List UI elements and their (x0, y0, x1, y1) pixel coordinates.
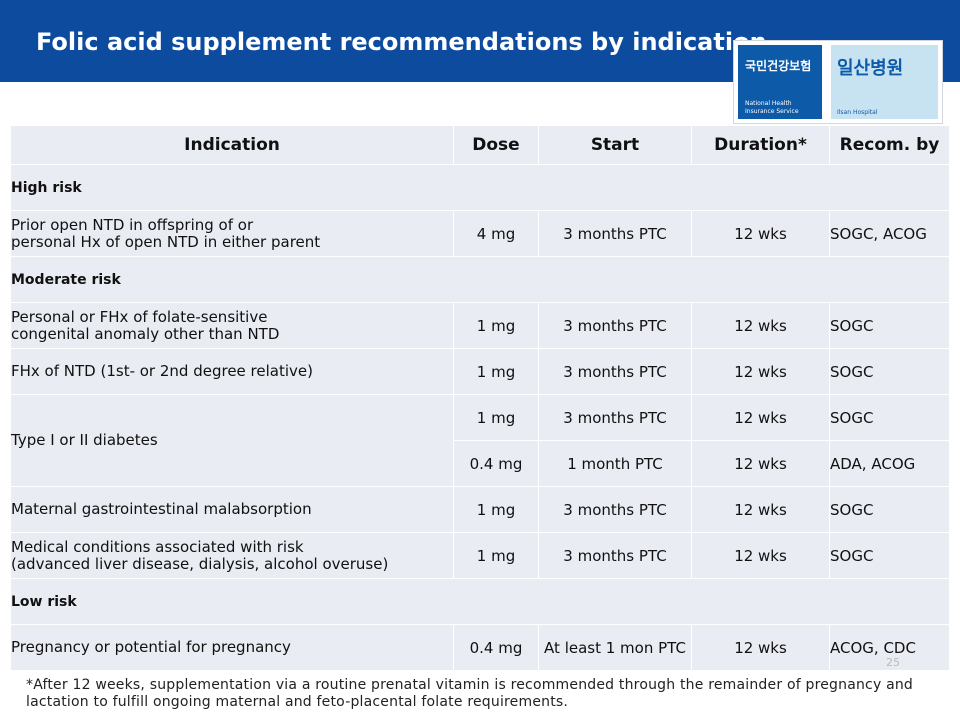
indication-cell: FHx of NTD (1st- or 2nd degree relative) (10, 348, 454, 395)
group-label: Low risk (10, 578, 950, 625)
table-row: 0.4 mg 1 month PTC 12 wks ADA, ACOG (11, 440, 950, 487)
header-indication: Indication (10, 125, 454, 165)
recom-cell: SOGC, ACOG (829, 210, 950, 257)
group-row-moderate-risk: Moderate risk (10, 256, 950, 303)
dose-cell: 4 mg (453, 210, 539, 257)
page-number: 25 (886, 656, 900, 669)
indication-cell: Personal or FHx of folate-sensitive cong… (10, 302, 454, 349)
duration-cell: 12 wks (691, 532, 830, 579)
duration-cell: 12 wks (691, 210, 830, 257)
group-label: High risk (10, 164, 950, 211)
dose-cell: 1 mg (453, 302, 539, 349)
table-row: FHx of NTD (1st- or 2nd degree relative)… (10, 348, 950, 395)
hospital-logo: 국민건강보험 National Health Insurance Service… (733, 40, 943, 124)
header-dose: Dose (453, 125, 539, 165)
group-row-high-risk: High risk (10, 164, 950, 211)
table-row: Pregnancy or potential for pregnancy 0.4… (10, 624, 950, 671)
recom-cell: SOGC (829, 532, 950, 579)
logo-left-english-2: Insurance Service (745, 108, 799, 115)
group-label: Moderate risk (10, 256, 950, 303)
indication-line: Prior open NTD in offspring of or (11, 215, 254, 234)
indication-line: Personal or FHx of folate-sensitive (11, 307, 268, 326)
logo-left-english: National Health Insurance Service (745, 100, 799, 116)
start-cell: 3 months PTC (538, 210, 692, 257)
logo-right-panel: 일산병원 Ilsan Hospital (831, 45, 938, 119)
duration-cell: 12 wks (691, 440, 830, 487)
recommendations-table: Indication Dose Start Duration* Recom. b… (10, 125, 950, 671)
duration-cell: 12 wks (691, 486, 830, 533)
duration-cell: 12 wks (691, 302, 830, 349)
table-row: Type I or II diabetes 1 mg 3 months PTC … (10, 394, 950, 487)
indication-cell: Pregnancy or potential for pregnancy (10, 624, 454, 671)
logo-right-korean: 일산병원 (837, 58, 904, 79)
start-cell: 3 months PTC (538, 302, 692, 349)
duration-cell: 12 wks (691, 394, 830, 441)
logo-left-english-1: National Health (745, 100, 792, 107)
indication-cell: Prior open NTD in offspring of or person… (10, 210, 454, 257)
recom-cell: SOGC (829, 348, 950, 395)
start-cell: 3 months PTC (538, 486, 692, 533)
group-row-low-risk: Low risk (10, 578, 950, 625)
header-recom: Recom. by (829, 125, 950, 165)
table-row: Personal or FHx of folate-sensitive cong… (10, 302, 950, 349)
start-cell: 1 month PTC (538, 440, 692, 487)
start-cell: 3 months PTC (538, 532, 692, 579)
indication-line: Medical conditions associated with risk (11, 537, 304, 556)
indication-line: personal Hx of open NTD in either parent (11, 232, 321, 251)
dose-cell: 0.4 mg (453, 440, 539, 487)
logo-left-panel: 국민건강보험 National Health Insurance Service (738, 45, 822, 119)
table-row: Maternal gastrointestinal malabsorption … (10, 486, 950, 533)
dose-cell: 1 mg (453, 348, 539, 395)
logo-left-korean: 국민건강보험 (745, 59, 812, 73)
indication-cell: Medical conditions associated with risk … (10, 532, 454, 579)
footnote: *After 12 weeks, supplementation via a r… (26, 677, 914, 710)
header-start: Start (538, 125, 692, 165)
table-row: Prior open NTD in offspring of or person… (10, 210, 950, 257)
table-row: Medical conditions associated with risk … (10, 532, 950, 579)
recom-cell: ADA, ACOG (829, 440, 950, 487)
dose-cell: 1 mg (453, 532, 539, 579)
duration-cell: 12 wks (691, 348, 830, 395)
header-duration: Duration* (691, 125, 830, 165)
start-cell: At least 1 mon PTC (538, 624, 692, 671)
indication-cell: Maternal gastrointestinal malabsorption (10, 486, 454, 533)
start-cell: 3 months PTC (538, 394, 692, 441)
indication-cell: Type I or II diabetes (10, 394, 454, 487)
duration-cell: 12 wks (691, 624, 830, 671)
slide-title: Folic acid supplement recommendations by… (36, 28, 767, 56)
dose-cell: 1 mg (453, 394, 539, 441)
logo-right-english: Ilsan Hospital (837, 109, 878, 116)
dose-cell: 0.4 mg (453, 624, 539, 671)
table-header-row: Indication Dose Start Duration* Recom. b… (10, 125, 950, 165)
recom-cell: SOGC (829, 486, 950, 533)
dose-cell: 1 mg (453, 486, 539, 533)
recom-cell: SOGC (829, 394, 950, 441)
recom-cell: SOGC (829, 302, 950, 349)
indication-line: congenital anomaly other than NTD (11, 324, 280, 343)
start-cell: 3 months PTC (538, 348, 692, 395)
recom-cell: ACOG, CDC (829, 624, 950, 671)
indication-line: (advanced liver disease, dialysis, alcoh… (11, 554, 389, 573)
